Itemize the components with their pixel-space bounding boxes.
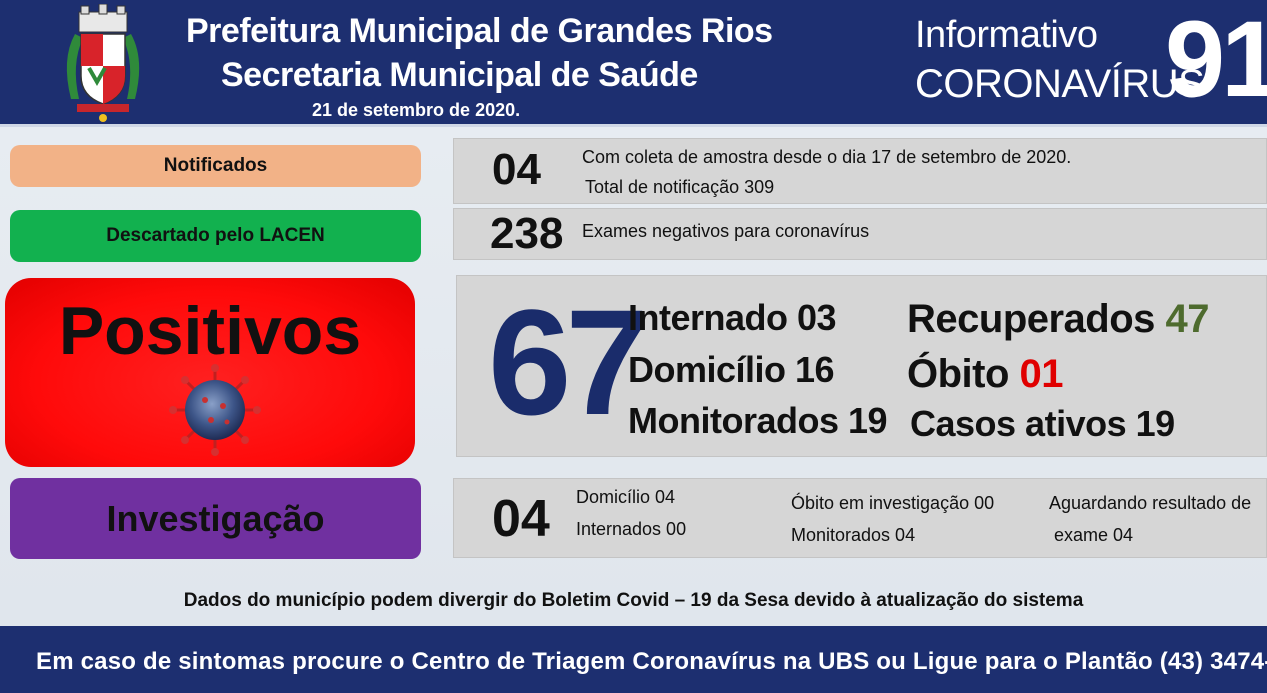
positivos-monitorados: Monitorados 19 xyxy=(628,400,888,441)
prefeitura-title: Prefeitura Municipal de Grandes Rios xyxy=(186,12,773,50)
positivos-recuperados: Recuperados 47 xyxy=(907,297,1210,342)
obito-value: 01 xyxy=(1019,352,1064,396)
notificados-panel: 04 Com coleta de amostra desde o dia 17 … xyxy=(453,138,1267,204)
descartado-text: Exames negativos para coronavírus xyxy=(582,221,870,241)
coronavirus-icon xyxy=(169,364,261,456)
positivos-casos-ativos: Casos ativos 19 xyxy=(910,403,1175,444)
investigacao-monitorados: Monitorados 04 xyxy=(791,525,916,545)
footer-banner: Em caso de sintomas procure o Centro de … xyxy=(0,626,1267,693)
positivos-obito: Óbito 01 xyxy=(907,352,1064,397)
municipal-crest-icon xyxy=(66,4,140,122)
obito-label: Óbito xyxy=(907,352,1009,396)
positivos-domicilio: Domicílio 16 xyxy=(628,349,835,390)
descartado-panel: 238 Exames negativos para coronavírus xyxy=(453,208,1267,260)
investigacao-value: 04 xyxy=(492,490,550,548)
report-date: 21 de setembro de 2020. xyxy=(312,100,521,120)
disclaimer-note: Dados do município podem divergir do Bol… xyxy=(183,590,1084,611)
notificados-label: Notificados xyxy=(10,145,421,187)
investigacao-aguardando-line1: Aguardando resultado de xyxy=(1049,493,1252,513)
investigacao-panel: 04 Domicílio 04 Internados 00 Óbito em i… xyxy=(453,478,1267,558)
investigacao-aguardando-line2: exame 04 xyxy=(1054,525,1134,545)
positivos-value: 67 xyxy=(488,278,649,446)
informativo-label: Informativo xyxy=(915,14,1098,56)
descartado-value: 238 xyxy=(490,209,564,258)
positivos-panel xyxy=(456,275,1267,457)
notificados-collection-text: Com coleta de amostra desde o dia 17 de … xyxy=(582,147,1072,167)
recuperados-value: 47 xyxy=(1165,297,1210,341)
investigacao-label: Investigação xyxy=(10,478,421,559)
investigacao-obito: Óbito em investigação 00 xyxy=(791,493,995,513)
recuperados-label: Recuperados xyxy=(907,297,1155,341)
descartado-label: Descartado pelo LACEN xyxy=(10,210,421,262)
positivos-label-box: Positivos xyxy=(5,278,415,467)
positivos-internado: Internado 03 xyxy=(628,297,837,338)
notificados-value: 04 xyxy=(492,145,541,194)
investigacao-internados: Internados 00 xyxy=(576,519,687,539)
edition-number: 91 xyxy=(1165,0,1267,119)
positivos-label: Positivos xyxy=(58,293,362,369)
coronavirus-label: CORONAVÍRUS xyxy=(915,62,1205,106)
header-banner: Prefeitura Municipal de Grandes Rios Sec… xyxy=(0,0,1267,127)
investigacao-domicilio: Domicílio 04 xyxy=(576,487,676,507)
secretaria-title: Secretaria Municipal de Saúde xyxy=(221,56,698,94)
notificados-total-text: Total de notificação 309 xyxy=(585,177,775,197)
footer-contact-text: Em caso de sintomas procure o Centro de … xyxy=(36,648,1267,675)
